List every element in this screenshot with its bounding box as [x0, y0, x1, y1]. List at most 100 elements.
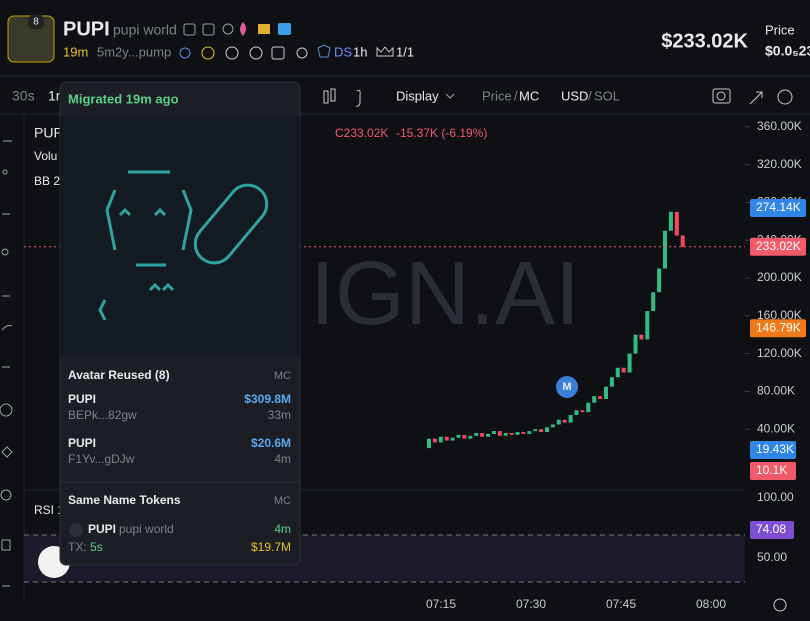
candle	[545, 427, 549, 433]
candle	[580, 410, 585, 413]
token-name: pupi world	[113, 22, 177, 38]
header-icons	[183, 22, 291, 36]
candle	[609, 377, 614, 387]
sol-toggle[interactable]: SOL	[594, 88, 620, 103]
token-address[interactable]: 5m2y...pump	[97, 44, 171, 59]
settings-icon[interactable]	[773, 598, 787, 612]
volume-label: 19.43K	[756, 442, 794, 456]
candle	[627, 353, 632, 373]
y-tick-label: 120.00K	[757, 346, 802, 360]
candle	[668, 211, 673, 231]
column-header: MC	[274, 370, 291, 382]
token-age: 4m	[274, 452, 291, 466]
token-age: 4m	[274, 522, 291, 536]
avatar-badge-count: 8	[33, 17, 39, 28]
candle	[574, 410, 579, 416]
marker-label: M	[562, 381, 571, 393]
avatar-badge	[28, 15, 44, 29]
market-cap: $233.02K	[661, 30, 748, 52]
candle	[521, 432, 526, 434]
candle	[562, 419, 567, 423]
section-title: Same Name Tokens	[68, 493, 181, 507]
candle	[639, 334, 644, 340]
level-badge	[750, 198, 806, 217]
volume-label: 10.1K	[756, 463, 787, 477]
y-tick-label: 80.00K	[757, 384, 795, 398]
token-mc: $20.6M	[251, 436, 291, 450]
x-tick-label: 07:15	[426, 597, 456, 611]
candle	[444, 436, 449, 441]
dex-screener[interactable]: DS	[334, 44, 352, 59]
candle	[633, 334, 638, 354]
token-age: 33m	[268, 408, 291, 422]
candle	[556, 419, 561, 425]
candle	[539, 429, 544, 433]
chart: IGN.AI PUPI Volu BB 2 C233.02K -15.37K (…	[24, 119, 806, 612]
token-age: 19m	[63, 44, 88, 59]
candle	[450, 437, 455, 441]
candle	[468, 435, 473, 439]
token-address: F1Yv...gDJw	[68, 452, 135, 466]
y-tick-label: 40.00K	[757, 421, 795, 435]
token-mc: $309.8M	[244, 392, 291, 406]
rsi-tick: 100.00	[757, 490, 794, 504]
price-toggle[interactable]: Price	[482, 88, 512, 103]
candle	[568, 415, 573, 423]
column-header: MC	[274, 495, 291, 507]
chevron	[445, 93, 455, 99]
token-name: pupi world	[119, 522, 174, 536]
rsi-value: 74.08	[756, 522, 786, 536]
candle	[486, 433, 490, 437]
candle	[527, 431, 532, 434]
section-title: Avatar Reused (8)	[68, 368, 170, 382]
drawing-tools[interactable]	[0, 140, 13, 587]
y-tick-label: 360.00K	[757, 119, 802, 133]
rsi-tick: 50.00	[757, 550, 787, 564]
candle	[480, 432, 485, 437]
candle	[462, 434, 467, 439]
display-menu[interactable]: Display	[396, 88, 439, 103]
legend-symbol: PUPI	[34, 125, 67, 141]
tx-label: TX:	[68, 540, 87, 554]
token-address: BEPk...82gw	[68, 408, 137, 422]
usd-toggle[interactable]: USD	[561, 88, 588, 103]
candle	[598, 396, 603, 399]
interval[interactable]: 30s	[12, 88, 35, 104]
level-label: 146.79K	[756, 320, 801, 334]
token-mc: $19.7M	[251, 540, 291, 554]
candle	[604, 386, 608, 399]
y-tick-label: 200.00K	[757, 270, 802, 284]
candle	[427, 438, 431, 449]
candle	[586, 402, 591, 413]
token-symbol[interactable]: PUPI	[68, 436, 96, 450]
dex-time: 1h	[353, 44, 367, 59]
holder-ratio: 1/1	[396, 44, 414, 59]
y-tick-label: 320.00K	[757, 157, 802, 171]
candle	[615, 367, 620, 378]
legend-close: C233.02K	[335, 126, 388, 140]
image-art	[98, 170, 269, 321]
rsi-label: RSI 1	[34, 503, 64, 517]
migration-popup: Migrated 19m ago Avatar Reused (8) MC PU…	[59, 81, 301, 566]
token-symbol[interactable]: PUPI	[68, 392, 96, 406]
watermark: IGN.AI	[310, 244, 580, 344]
level-label: 233.02K	[756, 239, 801, 253]
legend-bb: BB 2	[34, 174, 60, 188]
volume-badge	[750, 441, 796, 459]
candle	[509, 432, 514, 435]
candle	[533, 429, 538, 432]
level-badge	[750, 319, 806, 338]
mc-toggle[interactable]: MC	[519, 88, 539, 103]
popup-image	[60, 116, 300, 356]
x-tick-label: 07:30	[516, 597, 546, 611]
info-icons	[179, 44, 394, 60]
token-symbol[interactable]: PUPI	[88, 522, 116, 536]
candle	[645, 311, 650, 340]
candle	[515, 432, 520, 435]
rsi-badge	[750, 521, 794, 539]
candle	[550, 424, 555, 428]
candle	[503, 432, 508, 436]
y-tick-label: 160.00K	[757, 308, 802, 322]
popup-title: Migrated 19m ago	[68, 91, 179, 106]
